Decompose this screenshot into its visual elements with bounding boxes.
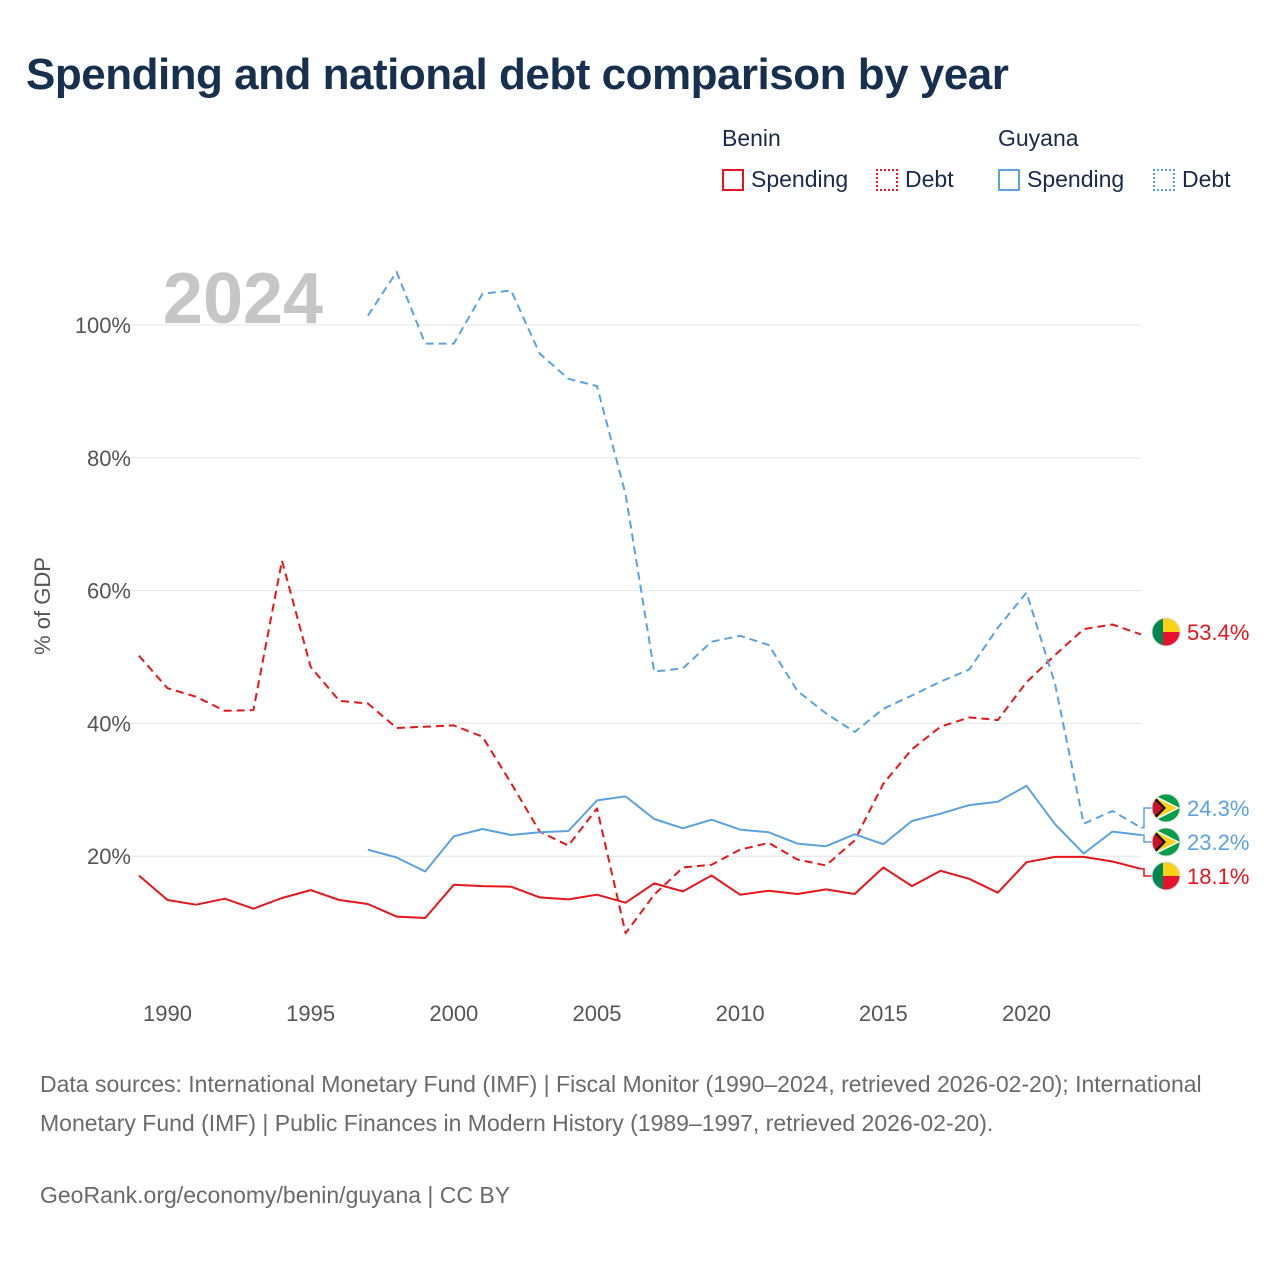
legend-guyana-debt-label: Debt <box>1182 166 1231 192</box>
x-tick-label: 2005 <box>573 1001 622 1026</box>
legend-group-guyana: Guyana <box>998 125 1079 151</box>
legend-group-benin: Benin <box>722 125 781 151</box>
series-line-guyana-debt[interactable] <box>367 270 1142 829</box>
end-connector-guyana-spending <box>1141 834 1152 843</box>
series-line-guyana-spending[interactable] <box>367 784 1142 873</box>
y-axis-label: % of GDP <box>30 557 55 655</box>
y-tick-label: 60% <box>87 579 131 604</box>
legend-guyana-spending[interactable]: Spending <box>998 166 1124 193</box>
x-tick-label: 2020 <box>1002 1001 1051 1026</box>
series-line-benin-spending[interactable] <box>138 855 1142 919</box>
end-value-label-guyana-spending: 23.2% <box>1187 830 1249 855</box>
benin-flag-icon <box>1151 861 1181 891</box>
x-tick-label: 1990 <box>143 1001 192 1026</box>
legend-benin-spending[interactable]: Spending <box>722 166 848 193</box>
guyana-flag-icon <box>1151 827 1181 857</box>
legend-benin-spending-label: Spending <box>751 166 849 192</box>
end-value-label-benin-debt: 53.4% <box>1187 620 1249 645</box>
legend-benin-debt-label: Debt <box>905 166 954 192</box>
end-value-label-guyana-debt: 24.3% <box>1187 796 1249 821</box>
legend-guyana-spending-label: Spending <box>1027 166 1125 192</box>
guyana-flag-icon <box>1151 793 1181 823</box>
benin-flag-icon <box>1151 617 1181 647</box>
legend-guyana-spending-swatch <box>998 168 1020 191</box>
series-line-benin-debt[interactable] <box>138 559 1142 935</box>
data-sources: Data sources: International Monetary Fun… <box>40 1071 1202 1136</box>
x-tick-label: 1995 <box>286 1001 335 1026</box>
legend-benin-debt[interactable]: Debt <box>876 166 954 193</box>
legend-guyana-debt-swatch <box>1153 168 1175 191</box>
end-connector-benin-spending <box>1141 868 1152 877</box>
y-tick-label: 20% <box>87 844 131 869</box>
chart-title: Spending and national debt comparison by… <box>26 50 1009 99</box>
y-tick-label: 40% <box>87 711 131 736</box>
y-tick-label: 80% <box>87 446 131 471</box>
x-tick-label: 2000 <box>429 1001 478 1026</box>
legend-benin-spending-swatch <box>722 168 744 191</box>
x-tick-label: 2015 <box>859 1001 908 1026</box>
x-tick-label: 2010 <box>716 1001 765 1026</box>
legend-benin-debt-swatch <box>876 168 898 191</box>
end-value-label-benin-spending: 18.1% <box>1187 864 1249 889</box>
end-connector-guyana-debt <box>1141 807 1152 829</box>
year-watermark: 2024 <box>163 259 323 339</box>
y-tick-label: 100% <box>75 313 131 338</box>
legend-guyana-debt[interactable]: Debt <box>1153 166 1231 193</box>
credit-line: GeoRank.org/economy/benin/guyana | CC BY <box>40 1182 511 1208</box>
